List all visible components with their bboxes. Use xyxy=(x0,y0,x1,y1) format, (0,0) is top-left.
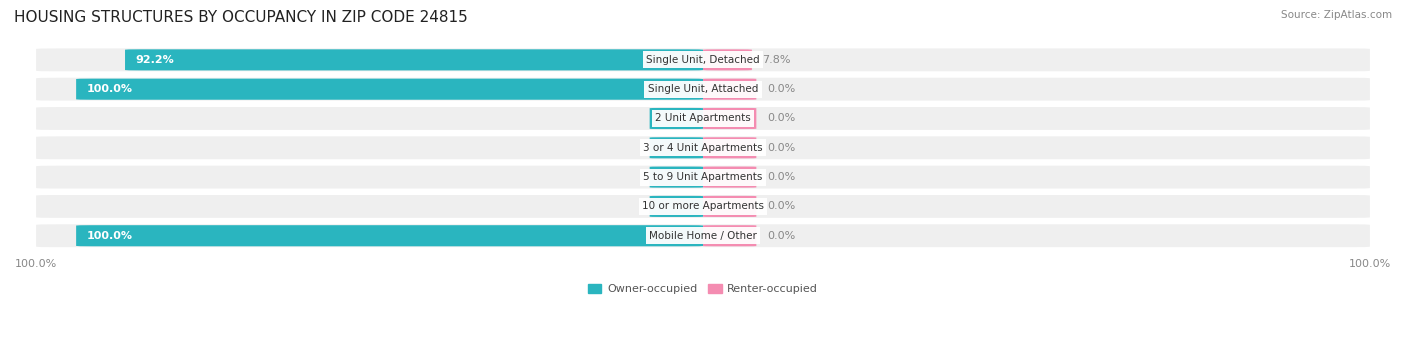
FancyBboxPatch shape xyxy=(37,136,1369,159)
FancyBboxPatch shape xyxy=(76,79,703,100)
FancyBboxPatch shape xyxy=(76,225,703,246)
Legend: Owner-occupied, Renter-occupied: Owner-occupied, Renter-occupied xyxy=(588,284,818,294)
Text: 0.0%: 0.0% xyxy=(661,143,690,153)
Text: 0.0%: 0.0% xyxy=(768,172,796,182)
Text: 3 or 4 Unit Apartments: 3 or 4 Unit Apartments xyxy=(643,143,763,153)
FancyBboxPatch shape xyxy=(703,79,756,100)
Text: 92.2%: 92.2% xyxy=(136,55,174,65)
FancyBboxPatch shape xyxy=(650,196,703,217)
FancyBboxPatch shape xyxy=(125,49,703,71)
Text: 0.0%: 0.0% xyxy=(768,84,796,94)
FancyBboxPatch shape xyxy=(650,166,703,188)
Text: 100.0%: 100.0% xyxy=(87,84,132,94)
Text: 2 Unit Apartments: 2 Unit Apartments xyxy=(655,114,751,123)
FancyBboxPatch shape xyxy=(703,137,756,158)
FancyBboxPatch shape xyxy=(703,166,756,188)
FancyBboxPatch shape xyxy=(703,49,752,71)
FancyBboxPatch shape xyxy=(37,166,1369,189)
Text: Single Unit, Detached: Single Unit, Detached xyxy=(647,55,759,65)
Text: 0.0%: 0.0% xyxy=(768,202,796,211)
FancyBboxPatch shape xyxy=(650,108,703,129)
Text: 100.0%: 100.0% xyxy=(87,231,132,241)
Text: 0.0%: 0.0% xyxy=(661,114,690,123)
Text: 10 or more Apartments: 10 or more Apartments xyxy=(643,202,763,211)
FancyBboxPatch shape xyxy=(37,224,1369,247)
Text: 7.8%: 7.8% xyxy=(762,55,792,65)
Text: 0.0%: 0.0% xyxy=(768,143,796,153)
FancyBboxPatch shape xyxy=(703,225,756,246)
Text: Single Unit, Attached: Single Unit, Attached xyxy=(648,84,758,94)
Text: 0.0%: 0.0% xyxy=(768,114,796,123)
FancyBboxPatch shape xyxy=(37,78,1369,101)
Text: 0.0%: 0.0% xyxy=(661,172,690,182)
FancyBboxPatch shape xyxy=(37,48,1369,71)
Text: 5 to 9 Unit Apartments: 5 to 9 Unit Apartments xyxy=(644,172,762,182)
FancyBboxPatch shape xyxy=(703,196,756,217)
Text: Mobile Home / Other: Mobile Home / Other xyxy=(650,231,756,241)
FancyBboxPatch shape xyxy=(650,137,703,158)
FancyBboxPatch shape xyxy=(703,108,756,129)
Text: Source: ZipAtlas.com: Source: ZipAtlas.com xyxy=(1281,10,1392,20)
Text: HOUSING STRUCTURES BY OCCUPANCY IN ZIP CODE 24815: HOUSING STRUCTURES BY OCCUPANCY IN ZIP C… xyxy=(14,10,468,25)
Text: 0.0%: 0.0% xyxy=(661,202,690,211)
Text: 0.0%: 0.0% xyxy=(768,231,796,241)
FancyBboxPatch shape xyxy=(37,195,1369,218)
FancyBboxPatch shape xyxy=(37,107,1369,130)
